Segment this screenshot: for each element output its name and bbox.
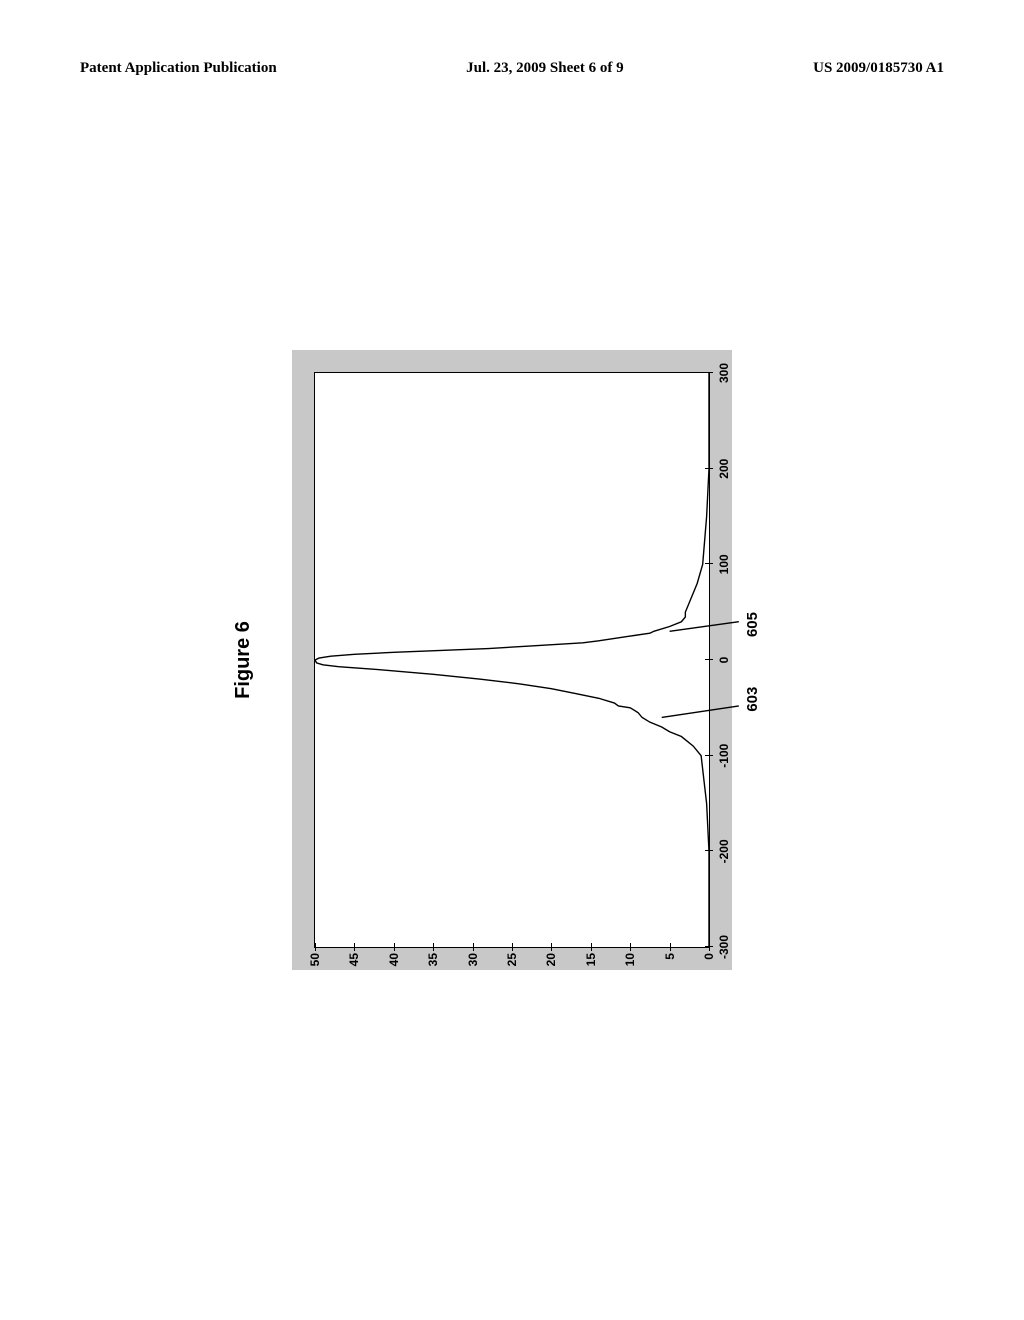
xtick: [705, 659, 713, 660]
ytick-label: 45: [347, 953, 361, 977]
header-right: US 2009/0185730 A1: [813, 60, 944, 77]
ref-label-603: 603: [744, 687, 761, 712]
xtick: [705, 563, 713, 564]
xtick-label: 100: [717, 554, 731, 574]
ytick-label: 25: [505, 953, 519, 977]
ytick-label: 40: [387, 953, 401, 977]
xtick: [705, 850, 713, 851]
ref-label-605: 605: [744, 612, 761, 637]
ytick: [630, 943, 631, 951]
ytick-label: 0: [702, 953, 716, 977]
curve-605: [315, 373, 709, 660]
ytick-label: 20: [544, 953, 558, 977]
ytick: [670, 943, 671, 951]
ytick-label: 5: [663, 953, 677, 977]
ytick: [354, 943, 355, 951]
chart-frame: -300-200-1000100200300 05101520253035404…: [292, 350, 732, 970]
curves-svg: [315, 373, 753, 947]
xtick-label: -200: [717, 839, 731, 863]
ytick: [394, 943, 395, 951]
leader-605: [670, 622, 739, 632]
xtick: [705, 372, 713, 373]
figure-container: Figure 6 -300-200-1000100200300 05101520…: [272, 350, 752, 970]
ytick-label: 30: [466, 953, 480, 977]
xtick-label: -300: [717, 935, 731, 959]
ytick-label: 15: [584, 953, 598, 977]
xtick: [705, 755, 713, 756]
ytick-label: 10: [623, 953, 637, 977]
figure-title: Figure 6: [232, 621, 255, 699]
xtick-label: 0: [717, 657, 731, 664]
xtick-label: 300: [717, 363, 731, 383]
ytick: [512, 943, 513, 951]
header-left: Patent Application Publication: [80, 60, 277, 77]
ytick: [591, 943, 592, 951]
page-header: Patent Application Publication Jul. 23, …: [80, 60, 944, 77]
ytick: [551, 943, 552, 951]
xtick: [705, 468, 713, 469]
ytick: [315, 943, 316, 951]
ytick-label: 35: [426, 953, 440, 977]
curve-603: [315, 660, 709, 947]
plot-area: -300-200-1000100200300 05101520253035404…: [314, 372, 710, 948]
ytick: [473, 943, 474, 951]
ytick: [433, 943, 434, 951]
xtick-label: -100: [717, 744, 731, 768]
header-center: Jul. 23, 2009 Sheet 6 of 9: [466, 60, 624, 77]
xtick-label: 200: [717, 459, 731, 479]
ytick-label: 50: [308, 953, 322, 977]
leader-603: [662, 706, 739, 717]
ytick: [709, 943, 710, 951]
